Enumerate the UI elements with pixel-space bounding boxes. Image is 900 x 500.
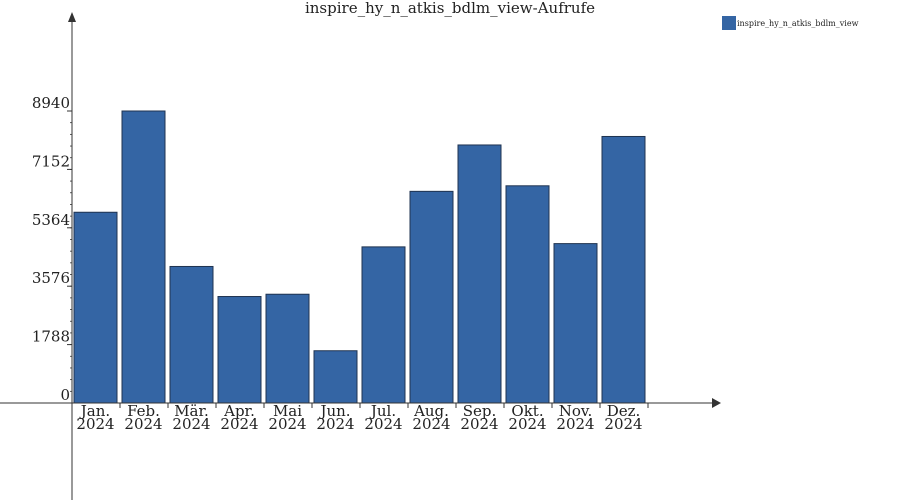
- bar-sep: [457, 144, 502, 404]
- x-tick-label-year: 2024: [364, 415, 402, 433]
- y-tick-label: 3576: [32, 269, 70, 287]
- x-tick-label-year: 2024: [172, 415, 210, 433]
- y-ticks-group: 0 1788 3576 5364 7152 8940: [32, 94, 72, 404]
- legend-swatch: [722, 16, 736, 30]
- x-tick-label-month: Jun.: [318, 402, 350, 420]
- legend: inspire_hy_n_atkis_bdlm_view: [722, 16, 859, 30]
- x-tick-label-month: Dez.: [607, 402, 641, 420]
- x-ticks-group: Jan.2024Feb.2024Mär.2024Apr.2024Mai2024J…: [71, 402, 649, 433]
- x-tick-label-year: 2024: [556, 415, 594, 433]
- x-tick-label-year: 2024: [412, 415, 450, 433]
- x-tick-label-month: Mär.: [174, 402, 209, 420]
- bar-mai: [265, 293, 310, 404]
- bar-aug: [409, 190, 454, 404]
- bar-jan: [73, 211, 118, 404]
- legend-label: inspire_hy_n_atkis_bdlm_view: [737, 19, 859, 28]
- chart-title: inspire_hy_n_atkis_bdlm_view-Aufrufe: [305, 0, 595, 17]
- y-tick-label: 0: [60, 386, 70, 404]
- bars-group: [73, 110, 646, 404]
- bar-apr: [217, 296, 262, 404]
- x-tick-label-year: 2024: [76, 415, 114, 433]
- y-tick-label: 5364: [32, 211, 70, 229]
- bar-mär: [169, 265, 214, 404]
- x-tick-label-year: 2024: [124, 415, 162, 433]
- x-tick-label-year: 2024: [460, 415, 498, 433]
- x-tick-label-month: Mai: [273, 402, 302, 420]
- bar-nov: [553, 243, 598, 404]
- x-tick-label-month: Feb.: [127, 402, 160, 420]
- x-tick-label-month: Jul.: [369, 402, 396, 420]
- x-tick-label-year: 2024: [220, 415, 258, 433]
- bar-jun: [313, 350, 358, 404]
- axes-group: [0, 12, 721, 500]
- y-tick-label: 7152: [32, 152, 70, 170]
- x-tick-label-month: Nov.: [559, 402, 593, 420]
- bar-jul: [361, 246, 406, 404]
- x-tick-label-year: 2024: [508, 415, 546, 433]
- x-tick-label-month: Okt.: [511, 402, 543, 420]
- y-tick-label: 1788: [32, 328, 70, 346]
- bar-dez: [601, 135, 646, 404]
- x-tick-label-year: 2024: [268, 415, 306, 433]
- x-tick-label-year: 2024: [316, 415, 354, 433]
- x-tick-label-month: Apr.: [223, 402, 255, 420]
- x-tick-label-month: Sep.: [463, 402, 497, 420]
- bar-feb: [121, 110, 166, 404]
- y-axis-arrow: [68, 12, 76, 22]
- x-axis-arrow: [712, 398, 721, 408]
- x-tick-label-month: Aug.: [413, 402, 449, 420]
- x-tick-label-year: 2024: [604, 415, 642, 433]
- x-tick-label-month: Jan.: [79, 402, 110, 420]
- bar-okt: [505, 185, 550, 404]
- y-tick-label: 8940: [32, 94, 70, 112]
